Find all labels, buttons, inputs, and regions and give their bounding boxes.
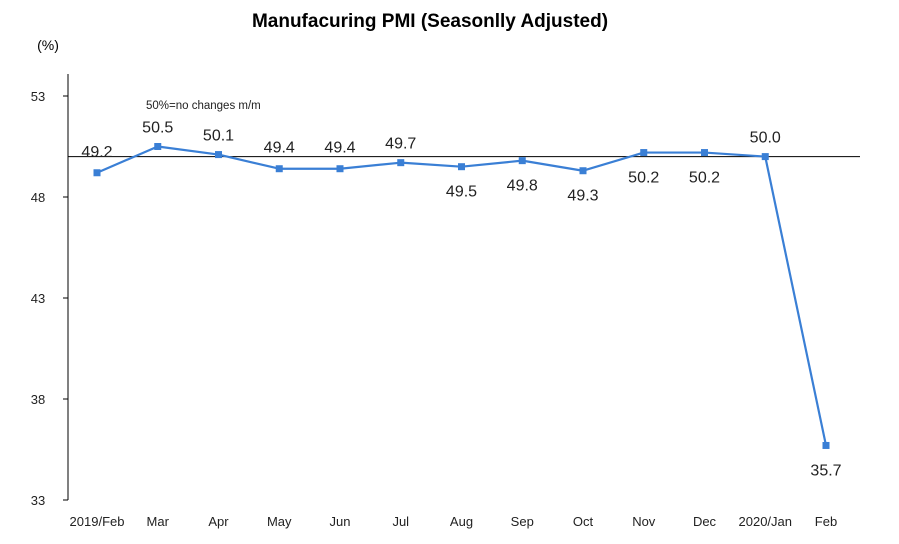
data-label: 49.4 <box>264 140 295 157</box>
data-label: 49.2 <box>81 144 112 161</box>
x-tick-label: Apr <box>208 514 229 529</box>
data-point-marker <box>701 149 708 157</box>
x-tick-label: Nov <box>632 514 656 529</box>
x-tick-label: Oct <box>573 514 594 529</box>
data-point-marker <box>154 143 162 150</box>
x-tick-label: May <box>267 514 292 529</box>
x-tick-label: Mar <box>147 514 170 529</box>
data-labels: 49.2 50.5 50.1 49.4 49.4 49.7 49.5 49.8 49.3 50.2… <box>81 120 841 480</box>
x-tick-label: Aug <box>450 514 473 529</box>
data-point-marker <box>640 149 648 157</box>
y-tick-label: 53 <box>31 89 45 104</box>
data-point-marker <box>93 169 101 177</box>
reference-line-label: 50%=no changes m/m <box>146 100 261 112</box>
data-label: 49.5 <box>446 184 477 201</box>
data-point-marker <box>518 157 526 165</box>
y-tick-label: 43 <box>31 291 45 306</box>
x-tick-label: Jul <box>392 514 409 529</box>
data-point-marker <box>458 163 465 171</box>
data-label: 50.0 <box>750 130 781 147</box>
data-label: 50.1 <box>203 128 234 145</box>
data-label: 49.7 <box>385 136 416 153</box>
y-tick-label: 38 <box>31 392 45 407</box>
data-label: 35.7 <box>810 462 841 479</box>
x-tick-label: 2019/Feb <box>70 514 125 529</box>
data-label: 49.8 <box>507 178 538 195</box>
x-tick-label: Dec <box>693 514 717 529</box>
data-label: 50.5 <box>142 120 173 137</box>
data-label: 49.4 <box>324 140 355 157</box>
data-point-marker <box>822 441 830 449</box>
data-label: 50.2 <box>628 170 659 187</box>
data-point-marker <box>397 159 405 167</box>
data-point-marker <box>215 151 222 159</box>
x-tick-label: Jun <box>330 514 351 529</box>
x-tick-label: Sep <box>511 514 534 529</box>
chart-title: Manufacuring PMI (Seasonlly Adjusted) <box>252 11 608 32</box>
y-tick-label: 33 <box>31 493 45 508</box>
reference-line-group: 50%=no changes m/m <box>68 100 860 158</box>
data-point-marker <box>275 165 283 173</box>
x-tick-label: Feb <box>815 514 837 529</box>
data-point-marker <box>336 165 344 173</box>
y-tick-label: 48 <box>31 190 45 205</box>
data-label: 49.3 <box>567 188 598 205</box>
data-point-marker <box>579 167 587 175</box>
x-tick-label: 2020/Jan <box>739 514 793 529</box>
series-group <box>93 143 830 449</box>
axes: 33 38 43 48 53 2019/Feb Mar Apr May Jun Jul Aug Sep O… <box>31 74 837 529</box>
data-label: 50.2 <box>689 170 720 187</box>
data-point-marker <box>761 153 769 161</box>
y-axis-unit: (%) <box>37 37 59 53</box>
